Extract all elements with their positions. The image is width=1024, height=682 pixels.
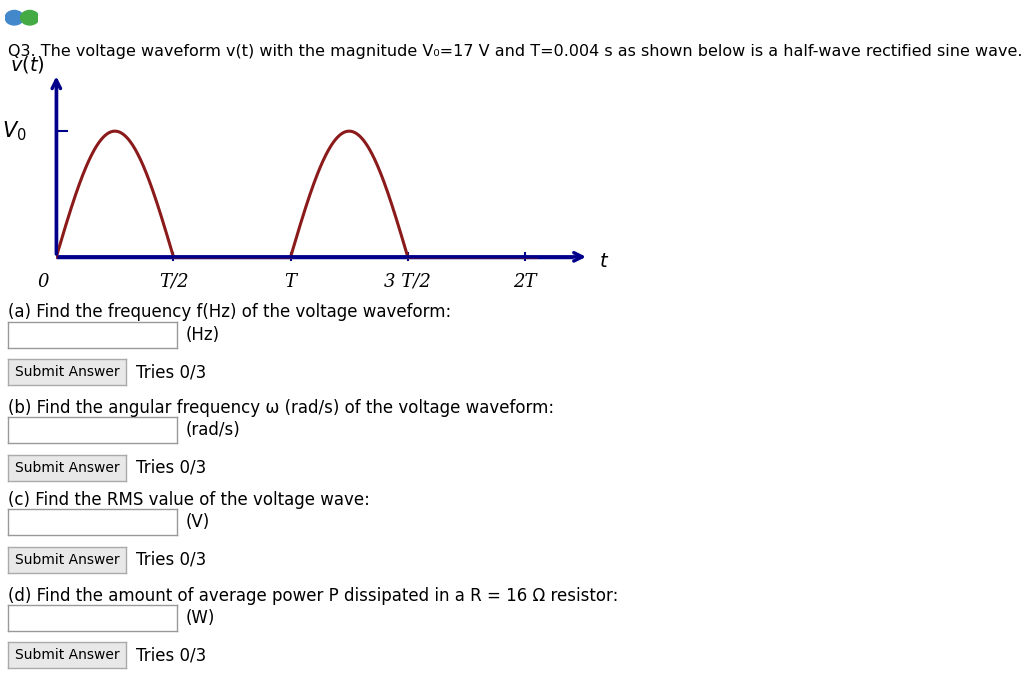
Text: 3 T/2: 3 T/2 <box>384 273 431 291</box>
Text: (V): (V) <box>185 514 210 531</box>
Text: Tries 0/3: Tries 0/3 <box>136 364 207 381</box>
Text: $V_0$: $V_0$ <box>2 119 27 143</box>
Text: $t$: $t$ <box>599 253 609 271</box>
Text: (W): (W) <box>185 609 215 627</box>
Text: Submit Answer: Submit Answer <box>14 553 120 567</box>
Text: (c) Find the RMS value of the voltage wave:: (c) Find the RMS value of the voltage wa… <box>8 491 370 509</box>
Text: T: T <box>285 273 297 291</box>
Text: Tries 0/3: Tries 0/3 <box>136 647 207 664</box>
Text: Submit Answer: Submit Answer <box>14 461 120 475</box>
Text: Submit Answer: Submit Answer <box>14 649 120 662</box>
Text: (d) Find the amount of average power P dissipated in a R = 16 Ω resistor:: (d) Find the amount of average power P d… <box>8 587 618 604</box>
Text: T/2: T/2 <box>159 273 188 291</box>
Text: (a) Find the frequency f(Hz) of the voltage waveform:: (a) Find the frequency f(Hz) of the volt… <box>8 303 452 321</box>
Text: (b) Find the angular frequency ω (rad/s) of the voltage waveform:: (b) Find the angular frequency ω (rad/s)… <box>8 399 554 417</box>
Text: Tries 0/3: Tries 0/3 <box>136 551 207 569</box>
Circle shape <box>20 10 39 25</box>
Text: $v(t)$: $v(t)$ <box>9 55 44 75</box>
Text: Q3. The voltage waveform v(t) with the magnitude V₀=17 V and T=0.004 s as shown : Q3. The voltage waveform v(t) with the m… <box>8 44 1023 59</box>
Text: (rad/s): (rad/s) <box>185 421 240 439</box>
Circle shape <box>5 10 24 25</box>
Text: 0: 0 <box>37 273 49 291</box>
Text: Tries 0/3: Tries 0/3 <box>136 459 207 477</box>
Text: Submit Answer: Submit Answer <box>14 366 120 379</box>
Text: 2T: 2T <box>513 273 537 291</box>
Text: (Hz): (Hz) <box>185 326 219 344</box>
